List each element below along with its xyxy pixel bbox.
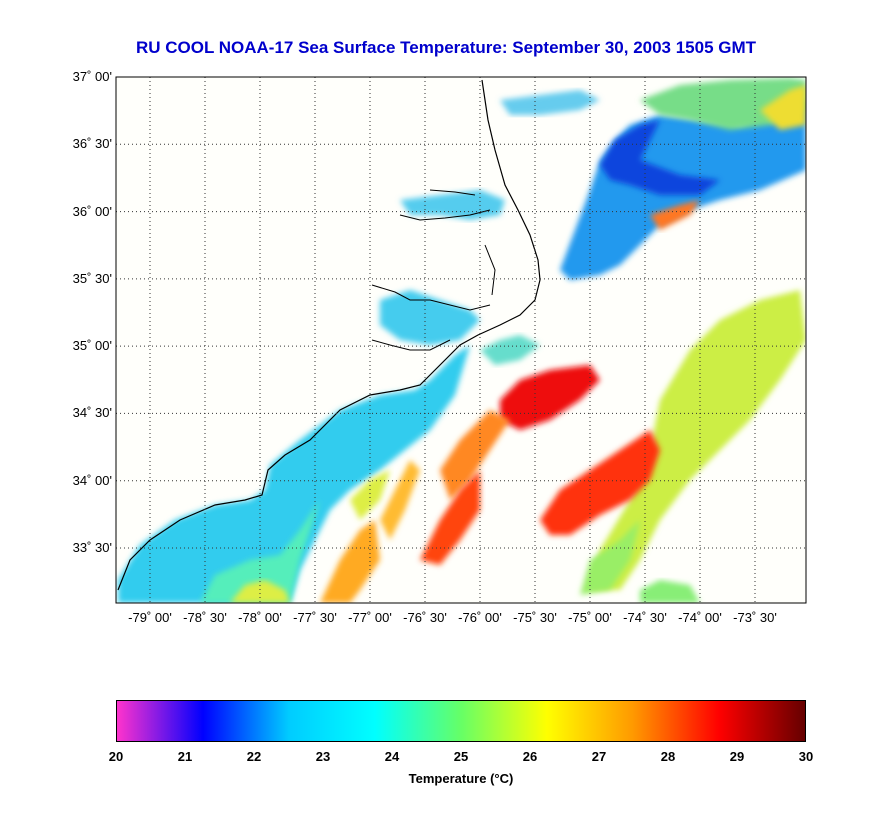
gulfstream-red — [540, 430, 660, 535]
lon-tick-label: -74˚ 30' — [623, 610, 667, 625]
temperature-colorbar — [116, 700, 806, 742]
northeast-yellow — [760, 85, 806, 130]
colorbar-tick-label: 24 — [384, 749, 400, 764]
lat-tick-label: 37˚ 00' — [72, 69, 112, 84]
colorbar-label: Temperature (°C) — [408, 771, 514, 786]
lon-tick-label: -73˚ 30' — [733, 610, 777, 625]
green-patch-south — [640, 580, 700, 603]
orange-filament-sw — [320, 520, 380, 603]
offshore-top-green — [640, 78, 806, 130]
map-frame — [115, 76, 807, 604]
lat-tick-label: 35˚ 00' — [72, 338, 112, 354]
lon-tick-label: -78˚ 30' — [183, 610, 227, 625]
lon-tick-label: -78˚ 00' — [238, 610, 282, 625]
red-filament-south — [420, 470, 480, 565]
lon-tick-label: -75˚ 00' — [568, 610, 612, 625]
colorbar-tick-label: 23 — [315, 749, 331, 764]
offshore-east-yellow — [590, 290, 806, 590]
yellow-patch-south — [350, 470, 390, 520]
colorbar-tick-label: 28 — [660, 749, 676, 764]
lat-tick-label: 36˚ 00' — [72, 203, 112, 219]
map-title: RU COOL NOAA-17 Sea Surface Temperature:… — [135, 38, 757, 57]
cyan-patch-coast — [480, 335, 540, 365]
colorbar-tick-label: 29 — [729, 749, 745, 764]
colorbar-tick-label: 27 — [591, 749, 607, 764]
inner-sound-shore — [371, 189, 496, 351]
lat-tick-label: 34˚ 00' — [72, 472, 112, 488]
lat-tick-label: 33˚ 30' — [72, 540, 112, 555]
gulfstream-orange-mid — [440, 410, 510, 500]
lon-tick-label: -76˚ 30' — [403, 610, 447, 625]
shelf-water — [118, 345, 470, 603]
north-cyan-patches — [500, 90, 600, 115]
shelf-water-green — [200, 500, 320, 603]
colorbar-tick-label: 22 — [246, 749, 262, 764]
sound-water — [380, 290, 480, 345]
lat-tick-label: 34˚ 30' — [72, 405, 112, 421]
colorbar-tick-label: 20 — [108, 749, 124, 764]
colorbar-tick-label: 21 — [177, 749, 193, 764]
colorbar-tick-label: 26 — [522, 749, 538, 764]
lon-tick-label: -77˚ 30' — [293, 610, 337, 625]
offshore-deep-blue — [600, 120, 720, 195]
colorbar-tick-label: 30 — [798, 749, 814, 764]
gulfstream-orange-north — [650, 200, 700, 230]
lon-tick-label: -76˚ 00' — [458, 610, 502, 625]
lat-tick-label: 35˚ 30' — [72, 270, 112, 286]
lon-tick-label: -77˚ 00' — [348, 610, 392, 625]
coastline — [117, 79, 541, 591]
orange-filament-center — [380, 460, 420, 540]
lat-tick-label: 36˚ 30' — [72, 136, 112, 152]
lon-tick-label: -75˚ 30' — [513, 610, 557, 625]
sst-field — [117, 78, 806, 603]
offshore-east-green — [580, 520, 640, 595]
colorbar-tick-label: 25 — [453, 749, 469, 764]
lon-tick-label: -74˚ 00' — [678, 610, 722, 625]
shelf-water-yellow — [230, 580, 290, 603]
lon-tick-label: -79˚ 00' — [128, 610, 172, 625]
